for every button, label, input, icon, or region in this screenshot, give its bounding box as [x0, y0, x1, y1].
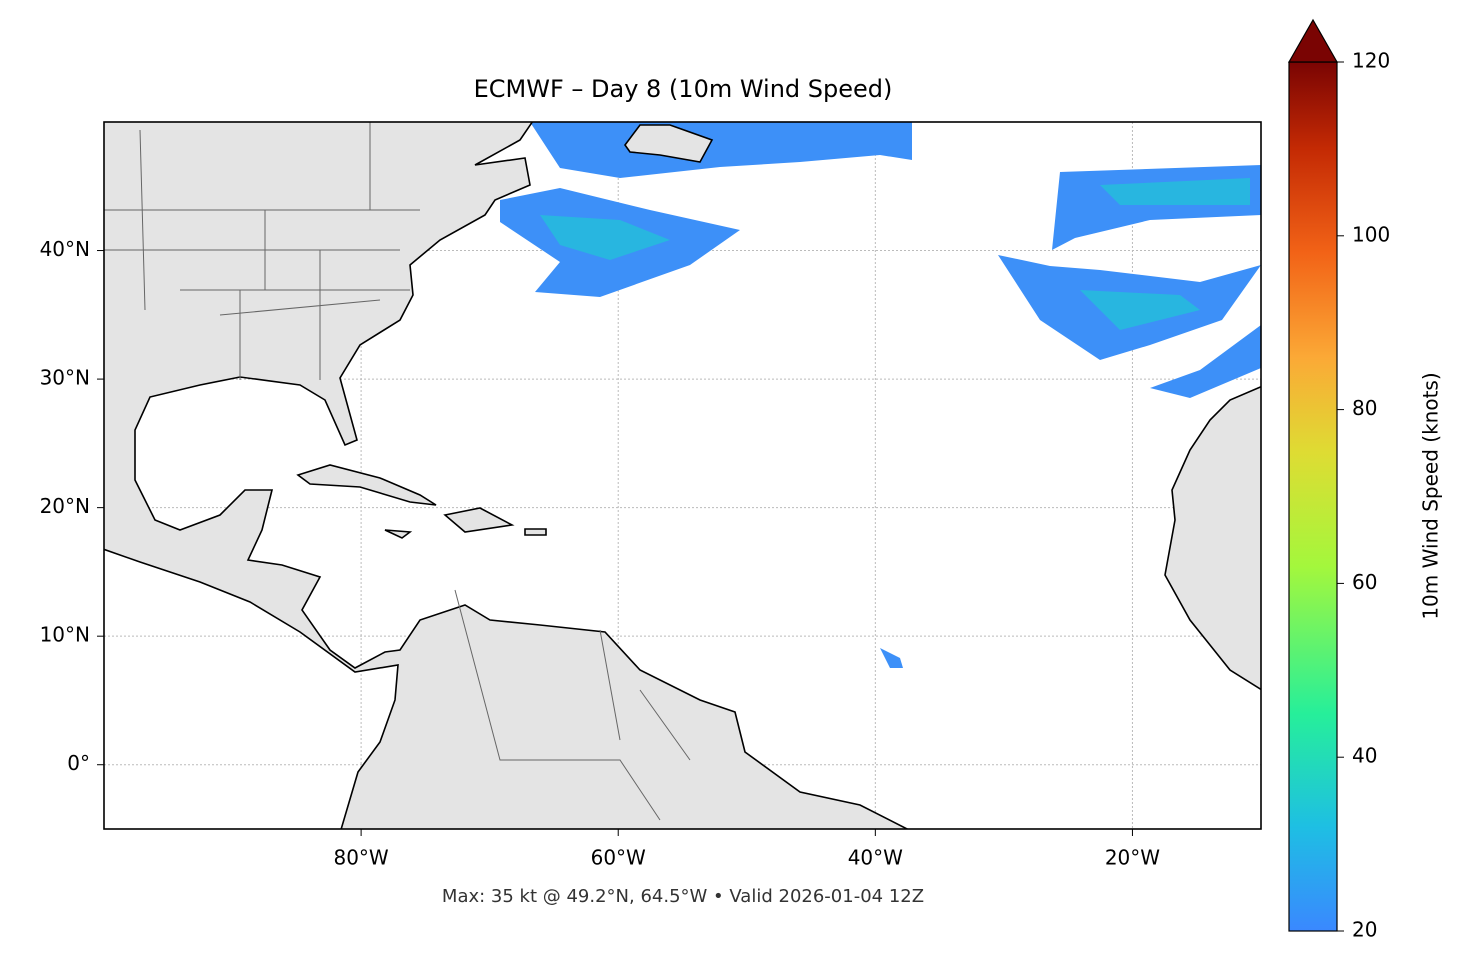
colorbar-extend: [1287, 18, 1339, 63]
newfoundland: [624, 124, 714, 163]
colorbar-tick-label: 20: [1352, 918, 1377, 942]
puerto-rico: [524, 528, 547, 536]
colorbar-label: 10m Wind Speed (knots): [1419, 372, 1443, 619]
map-area: [104, 122, 1261, 829]
y-tick-label: 30°N: [40, 366, 90, 390]
axes: 80°W 60°W 40°W 20°W 0° 10°N 20°N 30°N 40°N: [40, 237, 1161, 869]
colorbar: [1288, 61, 1338, 932]
colorbar-tick-label: 60: [1352, 570, 1377, 594]
wind-core: [1080, 290, 1200, 330]
x-tick-label: 80°W: [333, 846, 388, 870]
colorbar-tick-label: 120: [1352, 49, 1390, 73]
map-title: ECMWF – Day 8 (10m Wind Speed): [474, 75, 893, 103]
state-borders: [104, 122, 691, 821]
colorbar-tick-label: 40: [1352, 744, 1377, 768]
hispaniola: [443, 507, 515, 533]
y-tick-label: 20°N: [40, 494, 90, 518]
footer-note: Max: 35 kt @ 49.2°N, 64.5°W • Valid 2026…: [442, 886, 924, 907]
x-tick-label: 60°W: [591, 846, 646, 870]
x-tick-label: 40°W: [848, 846, 903, 870]
y-tick-label: 10°N: [40, 623, 90, 647]
africa: [1164, 385, 1261, 691]
wind-area: [530, 122, 912, 178]
x-tick-label: 20°W: [1105, 846, 1160, 870]
wind-core: [540, 215, 670, 260]
colorbar-tick-label: 100: [1352, 222, 1390, 246]
cuba: [296, 464, 437, 506]
wind-area: [1150, 325, 1261, 398]
colorbar-tick-label: 80: [1352, 396, 1377, 420]
map-frame: [103, 121, 1262, 830]
wind-area: [880, 648, 903, 668]
y-tick-label: 0°: [67, 751, 90, 775]
jamaica: [384, 529, 413, 539]
north-america: [104, 122, 909, 829]
wind-core: [1100, 178, 1250, 205]
y-tick-label: 40°N: [40, 237, 90, 261]
